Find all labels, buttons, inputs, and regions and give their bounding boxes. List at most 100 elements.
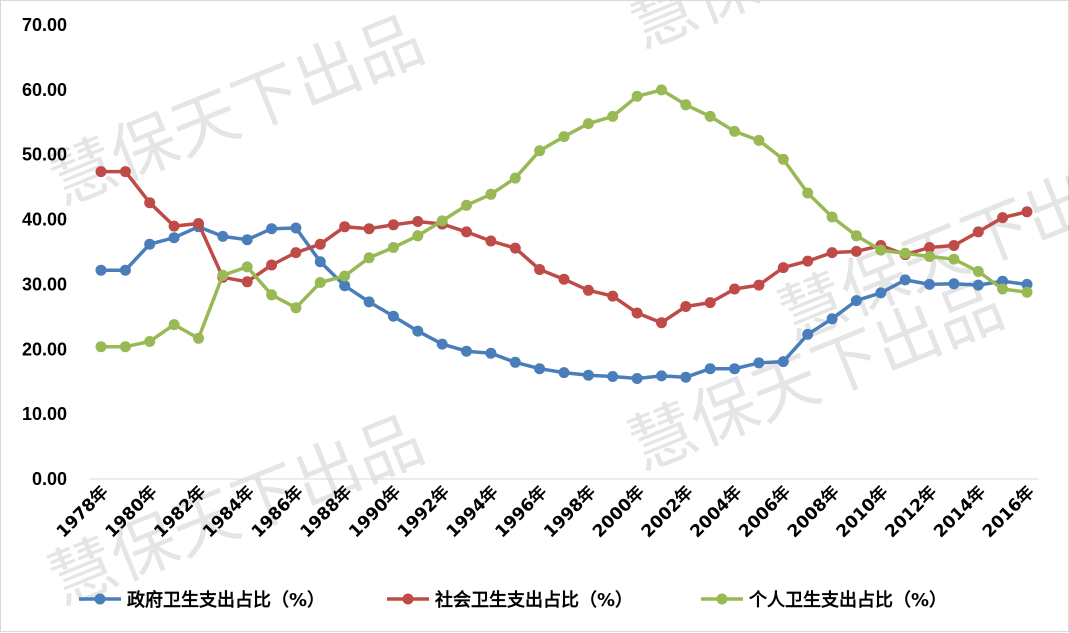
data-point [485, 188, 497, 200]
data-point [363, 296, 375, 308]
x-tick-label: 2012年 [881, 482, 941, 542]
data-point [899, 247, 911, 259]
data-point [266, 223, 278, 235]
legend-marker [402, 593, 414, 605]
data-point [607, 371, 619, 382]
data-point [266, 289, 278, 301]
data-point [753, 134, 765, 146]
data-point [314, 238, 326, 250]
data-point [461, 199, 472, 211]
data-point [119, 264, 131, 276]
data-point [363, 252, 375, 264]
x-tick-label: 2004年 [686, 482, 746, 542]
data-point [777, 153, 789, 165]
data-point [631, 307, 643, 319]
series-3 [95, 84, 1033, 353]
data-point [582, 284, 594, 296]
x-tick-label: 2006年 [735, 482, 795, 542]
data-point [558, 131, 570, 143]
data-point [753, 357, 765, 369]
data-point [924, 242, 935, 253]
data-point [899, 274, 911, 286]
data-point [387, 219, 399, 231]
data-point [436, 338, 448, 350]
data-point [802, 255, 814, 267]
data-point [339, 280, 351, 292]
data-point [1021, 206, 1033, 218]
data-point [704, 363, 716, 375]
x-tick-label: 1998年 [540, 482, 600, 542]
data-point [850, 295, 862, 307]
data-point [534, 264, 546, 275]
data-point [509, 356, 521, 368]
data-point [729, 283, 741, 295]
data-point [777, 262, 789, 274]
data-point [826, 247, 838, 259]
legend-marker [94, 593, 106, 605]
data-point [948, 278, 960, 290]
data-point [972, 266, 984, 277]
data-point [631, 373, 643, 384]
data-point [558, 273, 570, 285]
data-point [948, 240, 960, 251]
legend-label: 个人卫生支出占比（%） [748, 589, 947, 611]
data-point [217, 230, 229, 242]
data-point [412, 216, 424, 227]
data-point [656, 317, 667, 329]
watermark-text: 慧保天下出品 [618, 1, 1014, 64]
data-point [144, 336, 156, 347]
watermark-text: 慧保天下出品 [38, 1, 434, 221]
data-point [485, 235, 497, 247]
data-point [509, 172, 521, 184]
data-point [461, 226, 472, 238]
data-point [875, 244, 887, 256]
x-tick-label: 1992年 [393, 482, 453, 542]
data-point [924, 278, 935, 290]
legend-item: 社会卫生支出占比（%） [387, 589, 633, 611]
data-point [972, 226, 984, 238]
data-point [729, 363, 741, 375]
legend-label: 政府卫生支出占比（%） [127, 589, 325, 611]
data-point [119, 166, 131, 178]
data-point [436, 215, 448, 227]
data-point [802, 187, 814, 199]
data-point [656, 370, 667, 382]
y-tick-label: 60.00 [22, 80, 67, 100]
data-point [95, 341, 107, 353]
data-point [339, 221, 351, 233]
data-point [850, 230, 862, 242]
data-point [680, 99, 692, 111]
y-tick-label: 30.00 [22, 274, 67, 294]
data-point [290, 222, 302, 234]
data-point [924, 251, 935, 262]
data-point [144, 238, 156, 250]
data-point [948, 253, 960, 265]
data-point [168, 220, 180, 232]
y-tick-label: 70.00 [22, 15, 67, 35]
y-tick-label: 50.00 [22, 145, 67, 165]
data-point [339, 270, 351, 282]
data-point [802, 328, 814, 340]
data-point [729, 125, 741, 137]
data-point [314, 277, 326, 288]
data-point [119, 341, 131, 353]
data-point [509, 242, 521, 254]
data-point [363, 223, 375, 235]
legend-item: 政府卫生支出占比（%） [79, 589, 325, 611]
data-point [193, 332, 204, 344]
y-tick-label: 0.00 [32, 469, 67, 489]
data-point [168, 232, 180, 244]
data-point [241, 261, 253, 273]
series-2 [95, 166, 1033, 329]
data-point [290, 247, 302, 259]
data-point [582, 118, 594, 130]
data-point [534, 145, 546, 157]
data-point [826, 211, 838, 223]
data-point [241, 234, 253, 246]
data-point [534, 363, 546, 375]
legend-label: 社会卫生支出占比（%） [435, 589, 633, 611]
data-point [875, 287, 887, 299]
x-tick-label: 2010年 [832, 482, 892, 542]
